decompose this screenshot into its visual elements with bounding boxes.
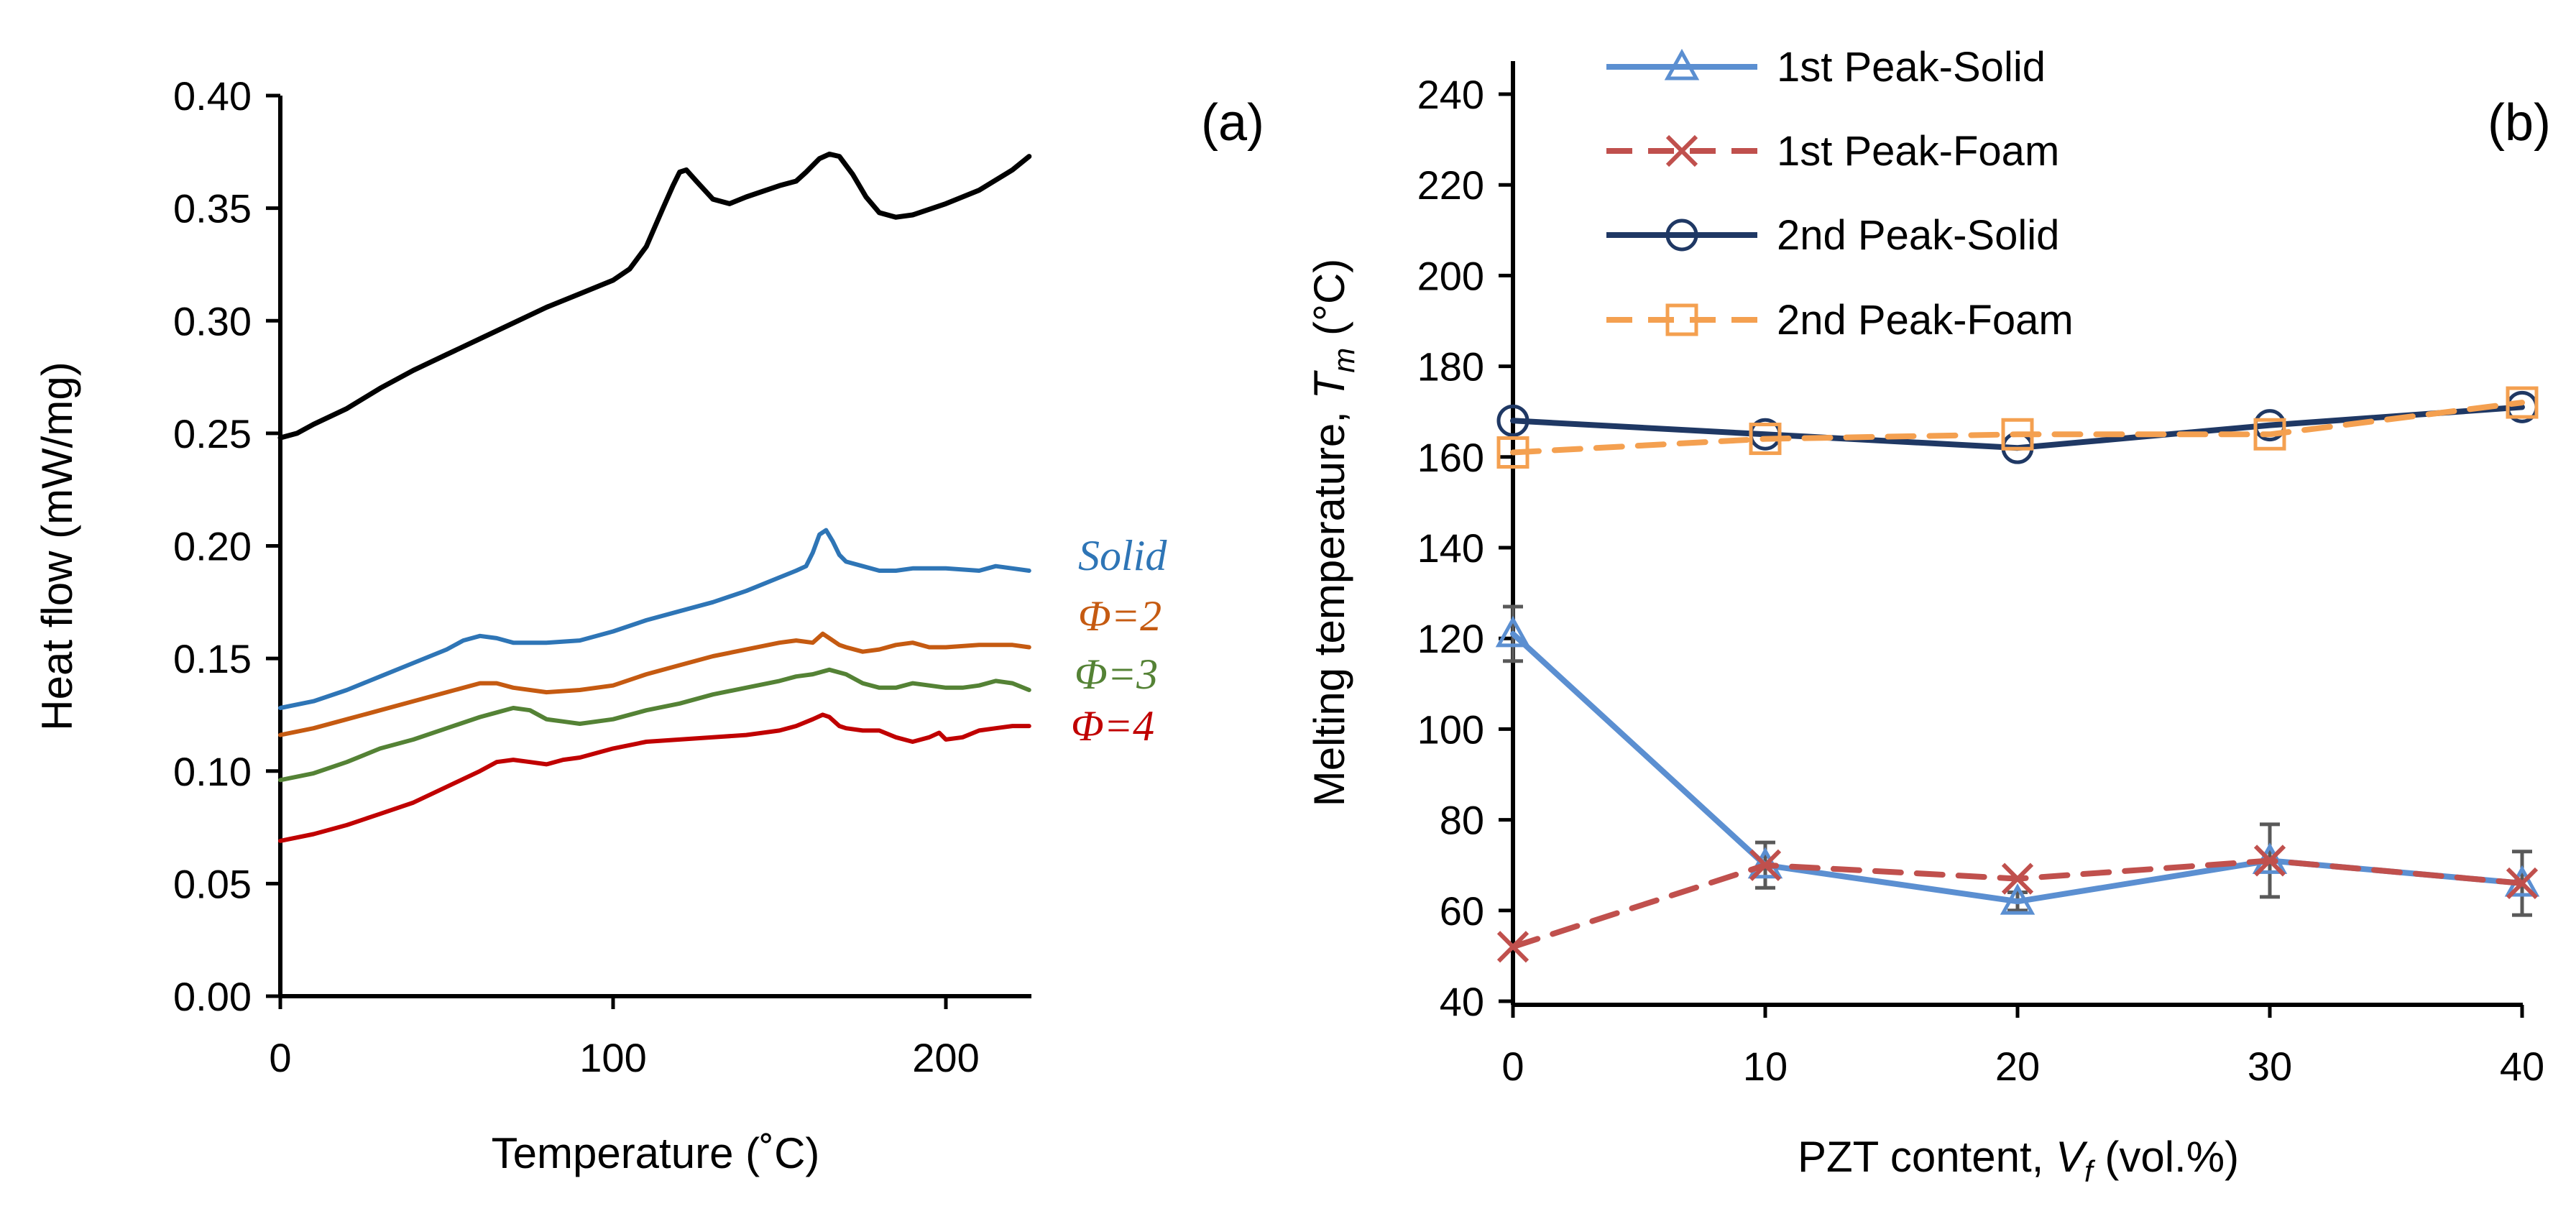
panel-b-y-tick-label: 200 <box>1417 253 1484 298</box>
panel-a-y-tick-label: 0.00 <box>173 974 252 1019</box>
panel-b-x-axis-label-symbol: V <box>2056 1133 2088 1181</box>
panel-b-y-tick-label: 160 <box>1417 435 1484 480</box>
panel-b-x-axis-label-unit: (vol.%) <box>2093 1133 2239 1181</box>
panel-a-y-tick-label: 0.40 <box>173 73 252 119</box>
legend-label: 1st Peak-Foam <box>1777 128 2059 175</box>
square-marker <box>1496 436 1530 469</box>
panel-a-series-line-labeled <box>278 667 1031 783</box>
panel-a-x-tick-label: 100 <box>579 1035 646 1080</box>
x-marker <box>2506 867 2539 900</box>
panel-b-y-tick-label: 180 <box>1417 344 1484 390</box>
panel-b-series-line <box>1510 630 2525 905</box>
panel-b-y-axis-label-subscript: m <box>1327 348 1361 373</box>
panel-b-x-tick-label: 40 <box>2500 1044 2544 1089</box>
square-marker <box>1665 303 1698 336</box>
panel-b-label: (b) <box>2488 94 2551 152</box>
panel-a-curve-label: Φ=4 <box>1071 702 1154 750</box>
legend-label: 2nd Peak-Solid <box>1777 212 2059 259</box>
panel-a-series-line-labeled <box>278 712 1031 843</box>
panel-b-y-axis-label: Melting temperature, Tm (°C) <box>1305 259 1361 807</box>
square-marker <box>2253 418 2286 451</box>
x-marker <box>1749 849 1782 881</box>
panel-b-y-tick-label: 40 <box>1440 979 1484 1024</box>
triangle-marker <box>2000 883 2036 915</box>
triangle-marker <box>1664 48 1700 80</box>
panel-a-series-line-labeled <box>278 631 1031 737</box>
panel-a-curve-label: Solid <box>1078 532 1167 579</box>
x-marker <box>2001 862 2034 895</box>
panel-b-y-tick-label: 220 <box>1417 162 1484 208</box>
panel-a-y-tick-label: 0.30 <box>173 298 252 344</box>
panel-a-label: (a) <box>1201 94 1264 152</box>
x-marker <box>2253 845 2286 877</box>
panel-a-y-tick-label: 0.25 <box>173 411 252 456</box>
panel-b-y-axis-label-unit: (°C) <box>1305 259 1353 348</box>
panel-a-y-tick-label: 0.10 <box>173 749 252 794</box>
panel-b-series-line <box>1510 400 2525 456</box>
x-marker <box>1665 134 1698 167</box>
panel-a-x-tick-label: 200 <box>912 1035 979 1080</box>
square-marker <box>2001 418 2034 451</box>
panel-b-x-tick-label: 0 <box>1501 1044 1524 1089</box>
panel-a-y-tick-label: 0.05 <box>173 861 252 906</box>
square-marker <box>2506 386 2539 419</box>
x-marker <box>1496 931 1530 963</box>
panel-b-y-tick-label: 60 <box>1440 888 1484 934</box>
circle-marker <box>1665 218 1698 252</box>
circle-marker <box>1496 404 1530 437</box>
panel-a-chart: 0.00 0.05 0.10 0.15 0.20 0.25 0.30 0.35 0.40 0 10… <box>33 73 1264 1177</box>
panel-a-y-tick-label: 0.20 <box>173 524 252 569</box>
panel-a-y-axis-label: Heat flow (mW/mg) <box>33 362 81 730</box>
panel-b-y-tick-label: 240 <box>1417 72 1484 117</box>
panel-b-x-axis-label-text: PZT content, <box>1798 1133 2056 1181</box>
panel-b-x-tick-label: 20 <box>1995 1044 2040 1089</box>
panel-a-curve-label: Φ=3 <box>1075 650 1158 698</box>
panel-b-x-axis-label: PZT content, Vf (vol.%) <box>1798 1133 2239 1188</box>
panel-b-x-tick-label: 30 <box>2248 1044 2292 1089</box>
panel-b-x-tick-label: 10 <box>1743 1044 1788 1089</box>
legend-label: 2nd Peak-Foam <box>1777 297 2074 344</box>
panel-b-y-axis-label-text: Melting temperature, <box>1305 399 1353 806</box>
panel-b-y-axis-label-symbol: T <box>1305 369 1353 399</box>
panel-a-series-line-labeled <box>278 528 1031 710</box>
panel-b-y-tick-label: 100 <box>1417 707 1484 752</box>
panel-a-curve-label: Φ=2 <box>1078 592 1162 640</box>
panel-b-y-tick-label: 140 <box>1417 525 1484 571</box>
panel-a-x-axis-label: Temperature (˚C) <box>492 1129 820 1177</box>
panel-a-series-line-black <box>277 151 1032 441</box>
panel-a-y-tick-label: 0.15 <box>173 636 252 681</box>
triangle-marker <box>1495 615 1531 648</box>
panel-a-y-tick-label: 0.35 <box>173 186 252 231</box>
panel-b-y-tick-label: 80 <box>1440 798 1484 843</box>
square-marker <box>1749 423 1782 456</box>
panel-a-x-tick-label: 0 <box>269 1035 291 1080</box>
legend-label: 1st Peak-Solid <box>1777 44 2046 91</box>
panel-b-y-tick-label: 120 <box>1417 616 1484 661</box>
panel-b-chart: 40 60 80 100 120 140 160 180 200 220 240 0 10 20 30 40… <box>1305 44 2551 1188</box>
